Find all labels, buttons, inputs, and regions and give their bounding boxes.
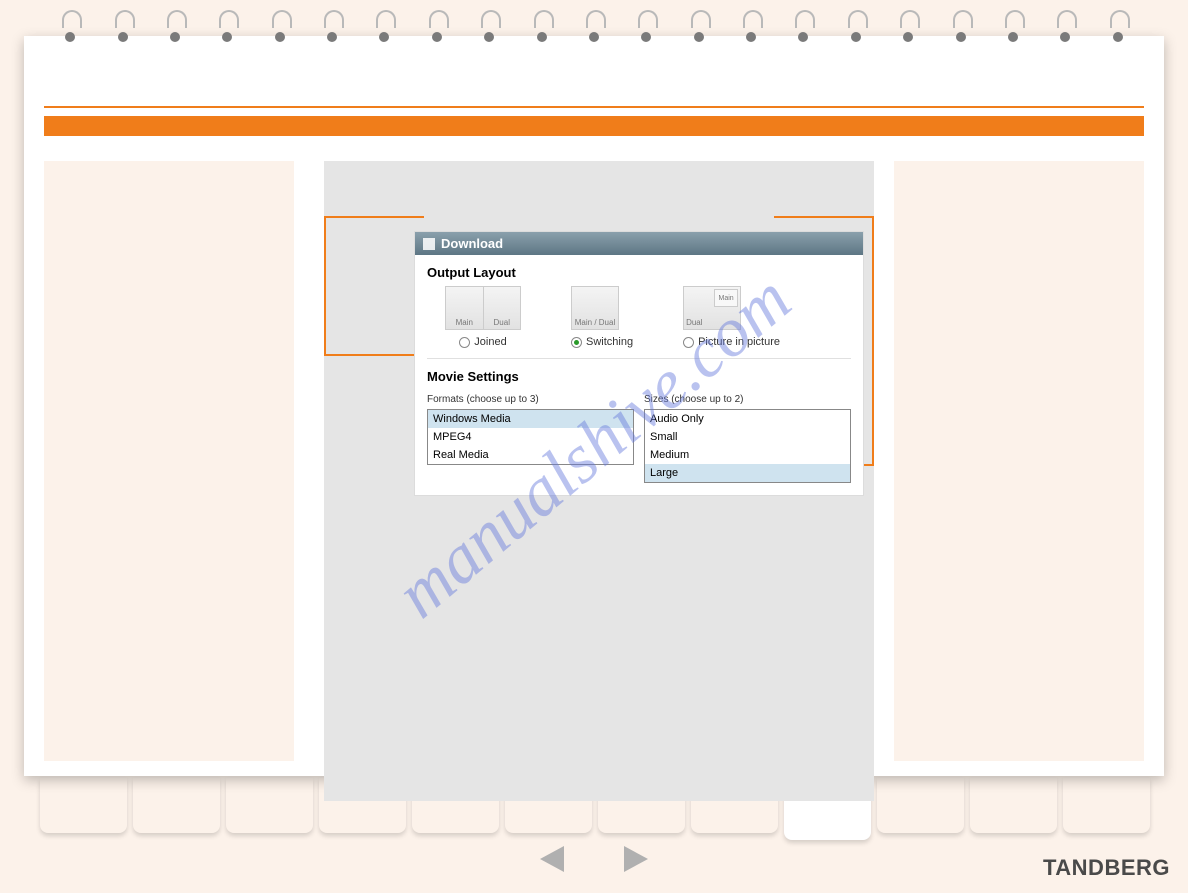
download-panel: Download Output Layout Main Dual Joined … (414, 231, 864, 496)
layout-option-joined[interactable]: Main Dual Joined (445, 286, 521, 348)
thumb-pip-outer: Dual (686, 318, 702, 327)
binding-ring (794, 10, 812, 44)
binding-ring (114, 10, 132, 44)
radio-switching-label: Switching (586, 336, 633, 348)
binding-ring (742, 10, 760, 44)
layout-options: Main Dual Joined Main / Dual Switching (415, 286, 863, 358)
list-item[interactable]: MPEG4 (428, 428, 633, 446)
page-nav (540, 846, 648, 872)
panel-header: Download (415, 232, 863, 255)
list-item[interactable]: Medium (645, 446, 850, 464)
binding-ring (1056, 10, 1074, 44)
binding-ring (218, 10, 236, 44)
next-page-arrow[interactable] (624, 846, 648, 872)
binding-ring (375, 10, 393, 44)
binding-ring (271, 10, 289, 44)
section-tab[interactable] (40, 778, 127, 833)
thumb-joined-main: Main (446, 287, 484, 329)
binding-ring (899, 10, 917, 44)
binding-ring (428, 10, 446, 44)
list-item[interactable]: Windows Media (428, 410, 633, 428)
formats-label: Formats (choose up to 3) (427, 390, 634, 409)
list-item[interactable]: Real Media (428, 446, 633, 464)
binding-ring (323, 10, 341, 44)
prev-page-arrow[interactable] (540, 846, 564, 872)
binding-ring (61, 10, 79, 44)
section-tab[interactable] (1063, 778, 1150, 833)
list-item[interactable]: Large (645, 464, 850, 482)
output-layout-title: Output Layout (415, 255, 863, 286)
thumb-joined-dual: Dual (484, 287, 521, 329)
movie-settings-title: Movie Settings (415, 359, 863, 390)
section-tab[interactable] (133, 778, 220, 833)
list-item[interactable]: Audio Only (645, 410, 850, 428)
formats-column: Formats (choose up to 3) Windows MediaMP… (427, 390, 634, 483)
sizes-column: Sizes (choose up to 2) Audio OnlySmallMe… (644, 390, 851, 483)
binding-ring (847, 10, 865, 44)
thumb-pip: Dual Main (683, 286, 741, 330)
page-sheet: Download Output Layout Main Dual Joined … (24, 36, 1164, 776)
thumb-switching: Main / Dual (571, 286, 619, 330)
top-divider (44, 106, 1144, 108)
sizes-listbox[interactable]: Audio OnlySmallMediumLarge (644, 409, 851, 483)
panel-title: Download (441, 236, 503, 251)
orange-title-bar (44, 116, 1144, 136)
radio-switching[interactable] (571, 337, 582, 348)
radio-joined[interactable] (459, 337, 470, 348)
binding-ring (585, 10, 603, 44)
collapse-icon[interactable] (423, 238, 435, 250)
binding-ring (166, 10, 184, 44)
callout-arrow-left-h (324, 354, 424, 356)
thumb-pip-inner: Main (714, 289, 738, 307)
binding-ring (1004, 10, 1022, 44)
right-column (894, 161, 1144, 761)
callout-arrow-left (324, 216, 424, 356)
binding-ring (1109, 10, 1127, 44)
binding-ring (952, 10, 970, 44)
layout-option-switching[interactable]: Main / Dual Switching (571, 286, 633, 348)
list-item[interactable]: Small (645, 428, 850, 446)
spiral-binding (24, 10, 1164, 60)
layout-option-pip[interactable]: Dual Main Picture in picture (683, 286, 780, 348)
binding-ring (533, 10, 551, 44)
section-tab[interactable] (226, 778, 313, 833)
binding-ring (480, 10, 498, 44)
binding-ring (637, 10, 655, 44)
left-column (44, 161, 294, 761)
center-column: Download Output Layout Main Dual Joined … (324, 161, 874, 801)
radio-joined-label: Joined (474, 336, 506, 348)
binding-ring (690, 10, 708, 44)
radio-pip[interactable] (683, 337, 694, 348)
thumb-joined: Main Dual (445, 286, 521, 330)
sizes-label: Sizes (choose up to 2) (644, 390, 851, 409)
section-tab[interactable] (877, 778, 964, 833)
radio-pip-label: Picture in picture (698, 336, 780, 348)
section-tab[interactable] (970, 778, 1057, 833)
movie-settings-row: Formats (choose up to 3) Windows MediaMP… (415, 390, 863, 495)
formats-listbox[interactable]: Windows MediaMPEG4Real Media (427, 409, 634, 465)
brand-logo: TANDBERG (1043, 855, 1170, 881)
